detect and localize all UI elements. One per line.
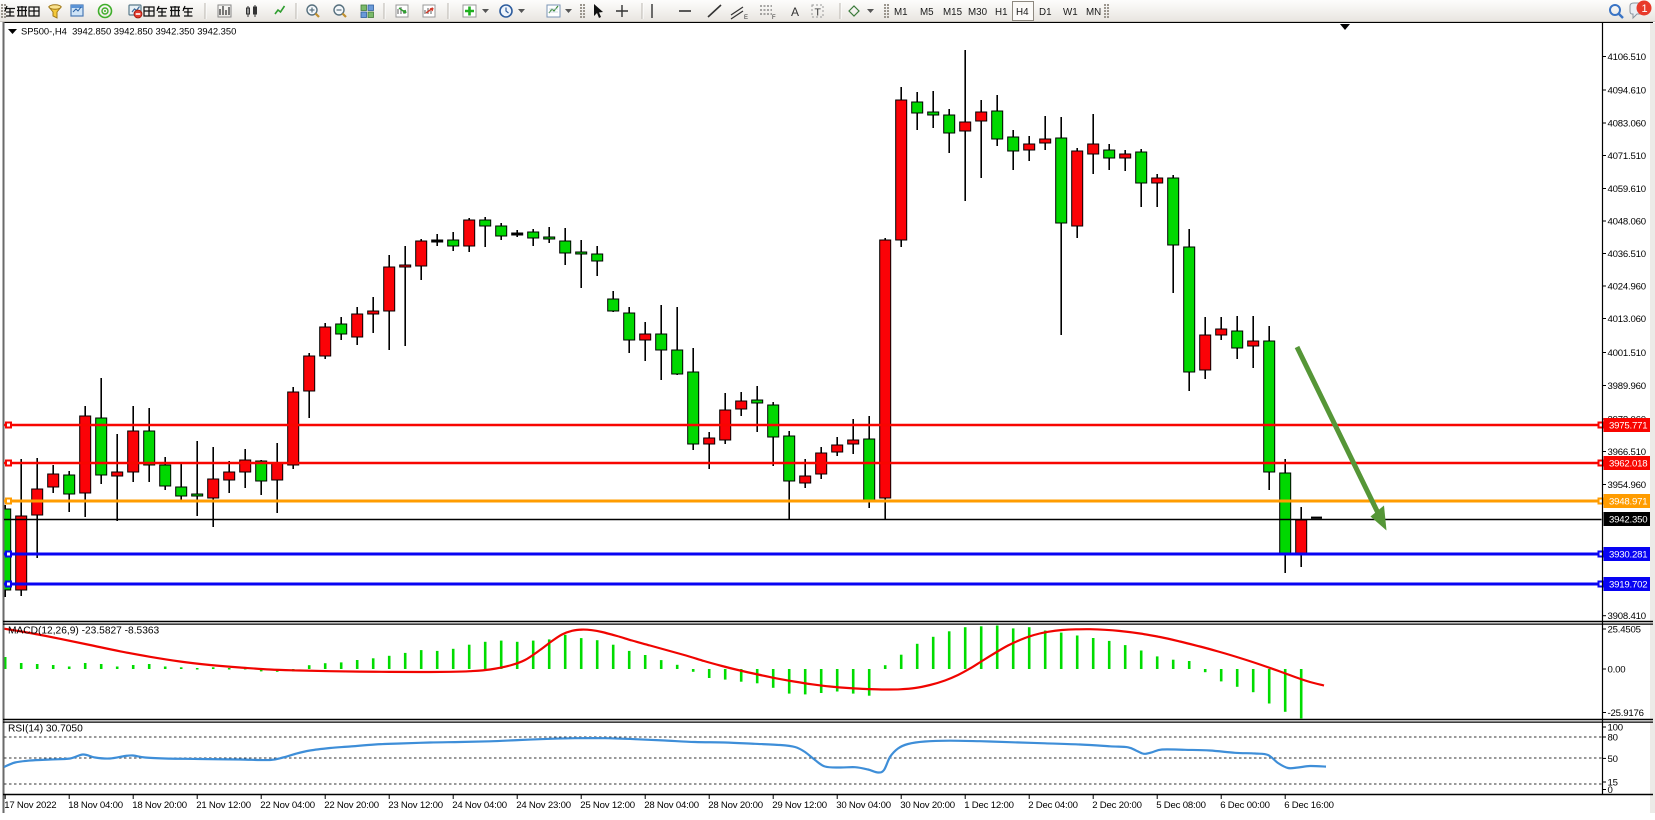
svg-text:4001.510: 4001.510	[1608, 348, 1646, 359]
svg-text:25 Nov 12:00: 25 Nov 12:00	[580, 800, 635, 811]
svg-text:80: 80	[1608, 733, 1618, 744]
svg-text:3948.971: 3948.971	[1609, 497, 1647, 508]
svg-text:24 Nov 04:00: 24 Nov 04:00	[452, 800, 507, 811]
svg-text:W1: W1	[1063, 7, 1078, 18]
svg-text:MACD(12,26,9) -23.5827 -8.5363: MACD(12,26,9) -23.5827 -8.5363	[8, 626, 160, 637]
svg-text:M5: M5	[920, 7, 934, 18]
svg-text:3966.510: 3966.510	[1608, 447, 1646, 458]
svg-text:30 Nov 04:00: 30 Nov 04:00	[836, 800, 891, 811]
svg-text:4048.060: 4048.060	[1608, 217, 1646, 228]
svg-text:22 Nov 04:00: 22 Nov 04:00	[260, 800, 315, 811]
svg-text:21 Nov 12:00: 21 Nov 12:00	[196, 800, 251, 811]
svg-text:6 Dec 00:00: 6 Dec 00:00	[1220, 800, 1270, 811]
svg-text:50: 50	[1608, 754, 1618, 765]
svg-text:3942.350: 3942.350	[1609, 515, 1647, 526]
svg-text:SP500-,H4 3942.850 3942.850 3: SP500-,H4 3942.850 3942.850 3942.350 394…	[21, 26, 236, 37]
svg-text:18 Nov 04:00: 18 Nov 04:00	[68, 800, 123, 811]
svg-text:M30: M30	[968, 7, 988, 18]
svg-text:25.4505: 25.4505	[1608, 625, 1641, 636]
svg-text:3919.702: 3919.702	[1609, 580, 1647, 591]
svg-text:4083.060: 4083.060	[1608, 119, 1646, 130]
svg-text:30 Nov 20:00: 30 Nov 20:00	[900, 800, 955, 811]
svg-text:17 Nov 2022: 17 Nov 2022	[4, 800, 56, 811]
svg-text:4106.510: 4106.510	[1608, 52, 1646, 63]
svg-text:RSI(14) 30.7050: RSI(14) 30.7050	[8, 724, 83, 735]
svg-text:4013.060: 4013.060	[1608, 314, 1646, 325]
svg-text:3989.960: 3989.960	[1608, 381, 1646, 392]
svg-text:3975.771: 3975.771	[1609, 421, 1647, 432]
svg-text:18 Nov 20:00: 18 Nov 20:00	[132, 800, 187, 811]
svg-text:MN: MN	[1086, 7, 1101, 18]
svg-text:24 Nov 23:00: 24 Nov 23:00	[516, 800, 571, 811]
svg-text:4071.510: 4071.510	[1608, 151, 1646, 162]
svg-text:1 Dec 12:00: 1 Dec 12:00	[964, 800, 1014, 811]
svg-text:6 Dec 16:00: 6 Dec 16:00	[1284, 800, 1334, 811]
svg-text:4094.610: 4094.610	[1608, 86, 1646, 97]
svg-text:D1: D1	[1039, 7, 1052, 18]
svg-text:M1: M1	[894, 7, 908, 18]
svg-text:28 Nov 04:00: 28 Nov 04:00	[644, 800, 699, 811]
svg-text:3954.960: 3954.960	[1608, 480, 1646, 491]
svg-text:3962.018: 3962.018	[1609, 459, 1647, 470]
svg-text:29 Nov 12:00: 29 Nov 12:00	[772, 800, 827, 811]
svg-text:3908.410: 3908.410	[1608, 611, 1646, 622]
svg-text:T: T	[815, 7, 822, 19]
svg-text:3930.281: 3930.281	[1609, 550, 1647, 561]
svg-text:22 Nov 20:00: 22 Nov 20:00	[324, 800, 379, 811]
svg-text:5 Dec 08:00: 5 Dec 08:00	[1156, 800, 1206, 811]
svg-text:0.00: 0.00	[1608, 665, 1626, 676]
svg-text:0: 0	[1608, 785, 1613, 796]
svg-text:F: F	[772, 15, 776, 21]
svg-text:4036.510: 4036.510	[1608, 249, 1646, 260]
svg-text:M15: M15	[943, 7, 963, 18]
svg-text:28 Nov 20:00: 28 Nov 20:00	[708, 800, 763, 811]
svg-text:100: 100	[1608, 723, 1623, 734]
svg-text:1: 1	[1642, 3, 1648, 15]
svg-text:2 Dec 04:00: 2 Dec 04:00	[1028, 800, 1078, 811]
svg-text:A: A	[791, 5, 799, 19]
svg-text:2 Dec 20:00: 2 Dec 20:00	[1092, 800, 1142, 811]
svg-text:H1: H1	[995, 7, 1008, 18]
svg-text:E: E	[744, 15, 748, 21]
svg-text:4024.960: 4024.960	[1608, 282, 1646, 293]
svg-text:15: 15	[1608, 778, 1618, 789]
svg-text:4059.610: 4059.610	[1608, 184, 1646, 195]
svg-text:H4: H4	[1016, 7, 1029, 18]
svg-text:23 Nov 12:00: 23 Nov 12:00	[388, 800, 443, 811]
svg-text:-25.9176: -25.9176	[1608, 708, 1644, 719]
